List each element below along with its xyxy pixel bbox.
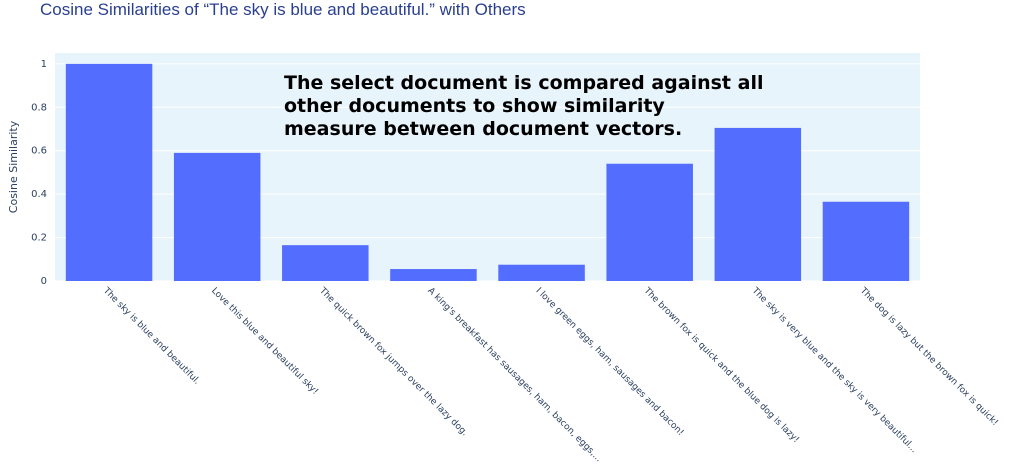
x-tick-label: A king's breakfast has sausages, ham, ba… xyxy=(425,286,603,464)
bar xyxy=(714,127,802,282)
y-axis-ticks: 0 0.2 0.4 0.6 0.8 1 xyxy=(31,59,47,287)
y-tick-label: 0.4 xyxy=(31,189,47,200)
annotation-line: measure between document vectors. xyxy=(284,118,682,140)
bar xyxy=(65,63,153,281)
bar xyxy=(390,269,477,281)
bar xyxy=(173,152,261,281)
x-tick-label: The sky is very blue and the sky is very… xyxy=(749,285,919,455)
x-tick-label: Love this blue and beautiful sky! xyxy=(209,286,320,397)
bars xyxy=(65,63,910,282)
bar xyxy=(282,245,369,281)
y-axis-title: Cosine Similarity xyxy=(7,120,20,213)
y-tick-label: 0.8 xyxy=(31,102,47,113)
y-tick-label: 0 xyxy=(41,276,47,287)
bar xyxy=(606,163,693,281)
y-tick-label: 0.2 xyxy=(31,233,47,244)
bar xyxy=(498,264,585,281)
x-axis-labels: The sky is blue and beautiful. Love this … xyxy=(100,285,1000,464)
x-tick-label: The sky is blue and beautiful. xyxy=(100,285,201,386)
annotation: The select document is compared against … xyxy=(284,72,763,140)
bar xyxy=(822,201,910,281)
y-tick-label: 1 xyxy=(41,59,47,70)
annotation-line: other documents to show similarity xyxy=(284,95,665,117)
chart-title: Cosine Similarities of “The sky is blue … xyxy=(40,0,526,19)
annotation-line: The select document is compared against … xyxy=(284,72,763,94)
y-tick-label: 0.6 xyxy=(31,146,47,157)
